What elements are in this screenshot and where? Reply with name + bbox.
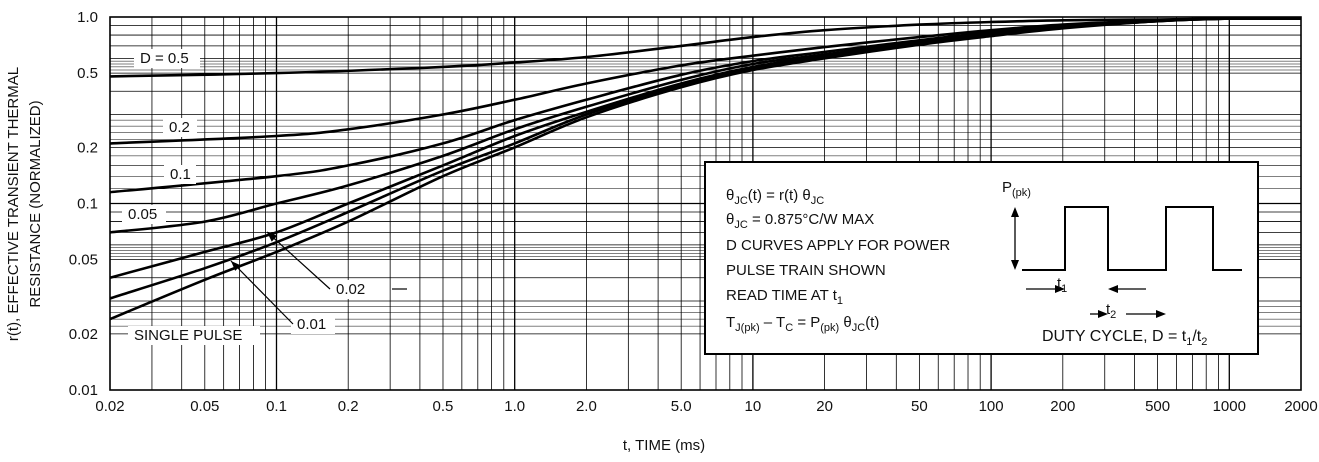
t1-arrow-right-head: [1108, 285, 1118, 293]
y-tick-labels: 0.01 0.02 0.05 0.1 0.2 0.5 1.0: [69, 9, 98, 399]
label-single-pulse: SINGLE PULSE: [134, 327, 242, 344]
note-theta-jc-def: θJC(t) = r(t) θJC: [726, 187, 825, 207]
leader-0-02: [266, 231, 331, 290]
leader-0-02-head: [267, 232, 278, 242]
label-d-0-2-bg: [163, 118, 197, 137]
t1-label: t1: [1057, 275, 1068, 295]
t2-arrow-left-head: [1098, 310, 1108, 318]
label-d-0-1: 0.1: [170, 166, 191, 183]
label-d-0-1-bg: [164, 165, 196, 184]
series-line: [109, 17, 1302, 321]
x-tick-label: 1000: [1213, 398, 1246, 415]
duty-cycle-label: DUTY CYCLE, D = t1/t2: [1042, 328, 1208, 349]
plot-frame: [109, 16, 1302, 391]
note-d-curves: D CURVES APPLY FOR POWER: [726, 237, 951, 254]
label-d-0-05: 0.05: [128, 206, 157, 223]
label-d-0-01-bg: [291, 315, 335, 334]
x-tick-label: 0.5: [433, 398, 454, 415]
label-single-pulse-bg: [128, 326, 260, 345]
x-tick-label: 0.1: [266, 398, 287, 415]
y-tick-label: 0.05: [69, 252, 98, 269]
x-tick-label: 50: [911, 398, 928, 415]
label-d-0-02-bg: [330, 280, 375, 299]
peak-arrow-up: [1011, 207, 1019, 217]
label-d-0-5: D = 0.5: [140, 50, 189, 67]
curve-callouts: D = 0.5 0.2 0.1 0.05 0.02 0.01 SINGLE PULSE: [122, 49, 407, 345]
t2-label: t2: [1106, 301, 1117, 321]
t1-arrow-left-head: [1055, 285, 1065, 293]
x-tick-label: 10: [745, 398, 762, 415]
label-d-0-02: 0.02: [336, 281, 365, 298]
y-tick-label: 1.0: [77, 9, 98, 26]
y-axis-label-line2: RESISTANCE (NORMALIZED): [27, 100, 44, 307]
y-axis-label-line1: r(t), EFFECTIVE TRANSIENT THERMAL: [5, 67, 22, 341]
x-tick-label: 2.0: [576, 398, 597, 415]
x-tick-label: 20: [816, 398, 833, 415]
y-tick-label: 0.1: [77, 196, 98, 213]
x-tick-label: 200: [1050, 398, 1075, 415]
x-axis-label: t, TIME (ms): [623, 437, 705, 454]
x-tick-labels: 0.02 0.05 0.1 0.2 0.5 1.0 2.0 5.0 10 20 50 100 200 50…: [95, 398, 1317, 415]
x-tick-label: 0.05: [190, 398, 219, 415]
note-pulse-train: PULSE TRAIN SHOWN: [726, 262, 886, 279]
x-tick-label: 0.02: [95, 398, 124, 415]
y-tick-label: 0.2: [77, 139, 98, 156]
pulse-peak-label: P(pk): [1002, 179, 1031, 199]
note-read-time: READ TIME AT t1: [726, 287, 843, 307]
label-d-0-2: 0.2: [169, 119, 190, 136]
x-tick-label: 0.2: [338, 398, 359, 415]
x-tick-label: 500: [1145, 398, 1170, 415]
label-d-0-05-bg: [122, 205, 166, 224]
note-theta-jc-max: θJC = 0.875°C/W MAX: [726, 211, 875, 231]
peak-arrow-down: [1011, 260, 1019, 270]
y-tick-label: 0.02: [69, 326, 98, 343]
x-tick-label: 100: [979, 398, 1004, 415]
pulse-train-diagram: [1011, 206, 1242, 318]
label-d-0-5-bg: [134, 49, 200, 68]
notes-box: θJC(t) = r(t) θJC θJC = 0.875°C/W MAX D …: [704, 161, 1259, 355]
x-tick-label: 1.0: [504, 398, 525, 415]
y-tick-label: 0.5: [77, 65, 98, 82]
x-tick-label: 5.0: [671, 398, 692, 415]
label-d-0-01: 0.01: [297, 316, 326, 333]
leader-0-01: [230, 260, 294, 325]
series-line: [109, 17, 1302, 78]
y-tick-label: 0.01: [69, 382, 98, 399]
x-tick-label: 2000: [1284, 398, 1317, 415]
pulse-waveform: [1022, 206, 1242, 271]
note-tj-equation: TJ(pk) – TC = P(pk) θJC(t): [726, 314, 880, 334]
t2-arrow-right-head: [1156, 310, 1166, 318]
leader-0-01-head: [231, 261, 241, 271]
series-lines: [109, 17, 1302, 321]
